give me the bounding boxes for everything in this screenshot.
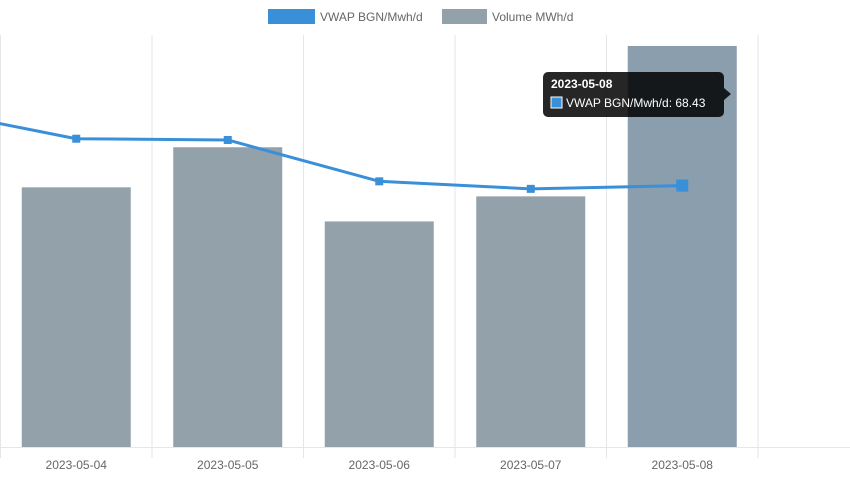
vwap-point-2023-05-07[interactable] <box>526 184 535 193</box>
x-axis: 2023-05-032023-05-042023-05-052023-05-06… <box>0 447 850 472</box>
bar-2023-05-05[interactable] <box>173 147 283 447</box>
legend-swatch-vwap <box>268 9 315 24</box>
tooltip-value: 68.43 <box>675 96 705 110</box>
vwap-point-2023-05-05[interactable] <box>223 135 232 144</box>
legend: VWAP BGN/Mwh/d Volume MWh/d <box>268 9 573 24</box>
vwap-point-2023-05-04[interactable] <box>72 134 81 143</box>
vwap-line <box>0 122 684 191</box>
x-tick-label-2023-05-06: 2023-05-06 <box>349 458 411 472</box>
x-tick-label-2023-05-04: 2023-05-04 <box>46 458 108 472</box>
tooltip-swatch <box>550 96 563 109</box>
legend-label-vwap: VWAP BGN/Mwh/d <box>320 10 423 24</box>
bar-2023-05-04[interactable] <box>21 187 131 448</box>
tooltip-caret <box>724 88 731 100</box>
legend-item-vwap[interactable]: VWAP BGN/Mwh/d <box>268 9 423 24</box>
tooltip-separator: : <box>669 96 676 110</box>
tooltip-title: 2023-05-08 <box>551 77 613 91</box>
legend-swatch-volume <box>442 9 487 24</box>
tooltip-series-name: VWAP BGN/Mwh/d <box>566 96 669 110</box>
x-tick-label-2023-05-07: 2023-05-07 <box>500 458 562 472</box>
vwap-point-2023-05-08[interactable] <box>676 179 689 192</box>
x-tick-label-2023-05-08: 2023-05-08 <box>652 458 714 472</box>
tooltip-series-label: VWAP BGN/Mwh/d: 68.43 <box>566 96 706 110</box>
tooltip: 2023-05-08 VWAP BGN/Mwh/d: 68.43 <box>543 72 731 117</box>
vwap-point-2023-05-06[interactable] <box>375 177 384 186</box>
bar-2023-05-07[interactable] <box>476 196 586 447</box>
bar-2023-05-06[interactable] <box>324 221 434 447</box>
legend-label-volume: Volume MWh/d <box>492 10 573 24</box>
legend-item-volume[interactable]: Volume MWh/d <box>442 9 573 24</box>
vwap-line-layer <box>0 122 689 193</box>
tooltip-box <box>543 72 724 117</box>
x-tick-label-2023-05-05: 2023-05-05 <box>197 458 259 472</box>
